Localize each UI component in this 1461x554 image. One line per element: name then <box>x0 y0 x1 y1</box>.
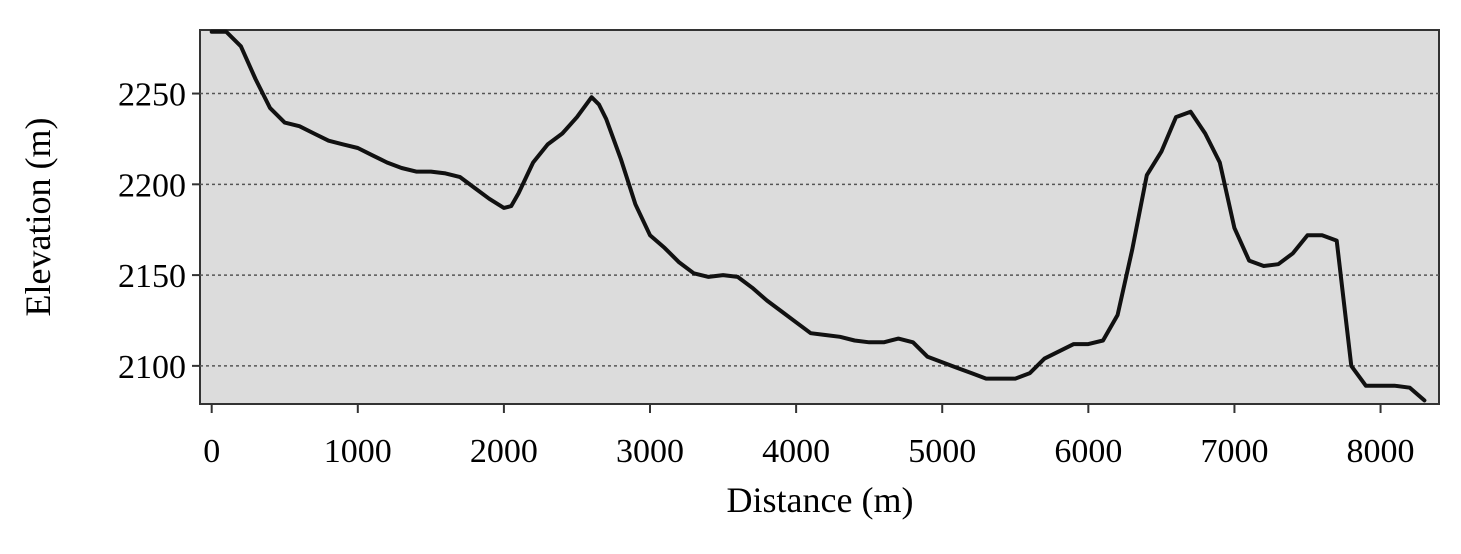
y-tick-label-2250: 2250 <box>118 77 186 114</box>
y-tick-label-2200: 2200 <box>118 167 186 204</box>
y-axis-title: Elevation (m) <box>18 118 58 317</box>
x-axis-title: Distance (m) <box>727 480 914 520</box>
x-tick-label-6000: 6000 <box>1054 433 1122 470</box>
gridlines <box>200 92 1439 367</box>
y-tick-label-2150: 2150 <box>118 258 186 295</box>
x-tick-label-5000: 5000 <box>908 433 976 470</box>
elevation-series-line <box>209 29 1427 403</box>
x-tick-label-1000: 1000 <box>324 433 392 470</box>
x-tick-label-2000: 2000 <box>470 433 538 470</box>
series-group <box>209 29 1427 403</box>
x-tick-label-4000: 4000 <box>762 433 830 470</box>
plot-area-background <box>199 29 1440 405</box>
y-axis-ticks: 2100 2150 2200 2250 <box>118 77 200 386</box>
x-axis-ticks: 0 1000 2000 3000 4000 5000 6000 7000 8000 <box>203 404 1415 470</box>
y-tick-label-2100: 2100 <box>118 349 186 386</box>
x-tick-label-0: 0 <box>203 433 220 470</box>
x-tick-label-7000: 7000 <box>1200 433 1268 470</box>
x-tick-label-3000: 3000 <box>616 433 684 470</box>
x-tick-label-8000: 8000 <box>1347 433 1415 470</box>
